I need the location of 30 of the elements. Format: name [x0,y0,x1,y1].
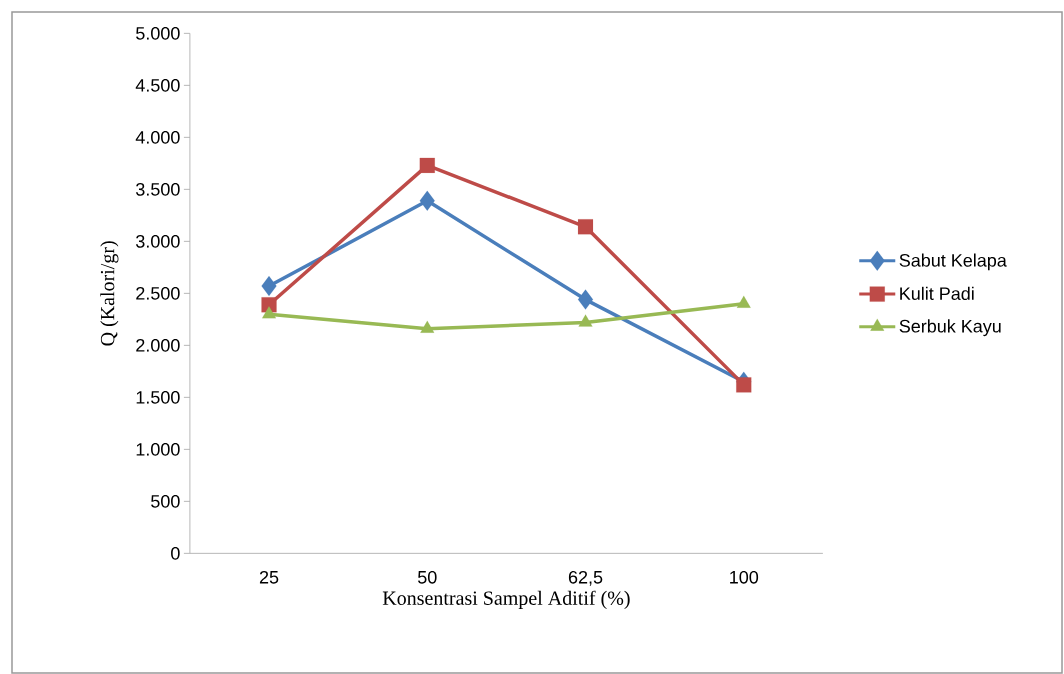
x-tick-label: 100 [730,570,759,584]
legend-label: Serbuk Kayu [899,319,1001,337]
point [420,320,435,333]
y-tick-label: 0 [171,546,180,560]
point [262,306,277,319]
y-tick-label: 4.500 [135,78,180,92]
x-tick-label: 25 [259,570,279,584]
y-tick-label: 3.000 [136,234,180,248]
y-tick-label: 500 [151,494,180,508]
y-tick-label: 3.500 [136,182,180,196]
point [736,295,751,308]
x-tick-label: 62,5 [568,570,603,586]
legend-label: Kulit Padi [900,286,974,301]
point [261,276,277,297]
point [578,314,593,327]
point [736,377,752,393]
y-tick-label: 1.500 [136,390,180,404]
point [577,289,594,310]
legend-label: Sabut Kelapa [899,253,1007,271]
x-tick-label: 50 [417,570,437,584]
y-tick-label: 2.500 [136,286,180,300]
x-axis-title: Konsentrasi Sampel Aditif (%) [382,590,630,609]
y-axis-title: Q (Kalori/gr) [100,241,119,346]
y-tick-label: 2.000 [136,338,180,352]
point [419,190,435,211]
y-tick-label: 5.000 [136,26,180,40]
point [577,219,594,235]
y-tick-label: 4.000 [135,130,180,144]
y-tick-label: 1.000 [136,442,180,456]
point [419,157,435,173]
